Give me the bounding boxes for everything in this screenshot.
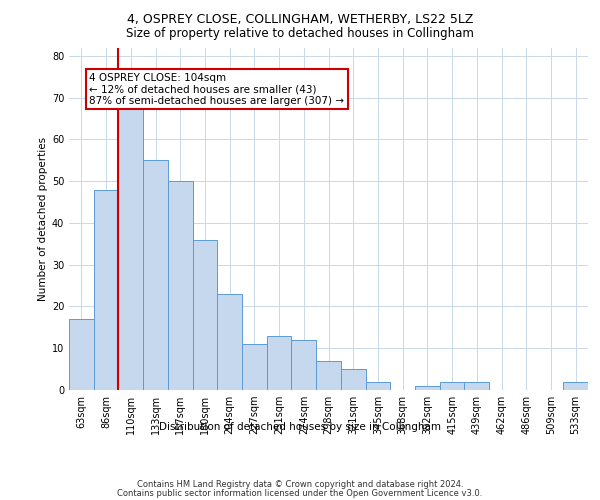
Bar [168, 181, 193, 390]
Text: 4 OSPREY CLOSE: 104sqm
← 12% of detached houses are smaller (43)
87% of semi-det: 4 OSPREY CLOSE: 104sqm ← 12% of detached… [89, 72, 344, 106]
Y-axis label: Number of detached properties: Number of detached properties [38, 136, 47, 301]
Text: Distribution of detached houses by size in Collingham: Distribution of detached houses by size … [159, 422, 441, 432]
Bar [267, 336, 292, 390]
Bar [316, 361, 341, 390]
Bar [341, 369, 365, 390]
Text: Size of property relative to detached houses in Collingham: Size of property relative to detached ho… [126, 28, 474, 40]
Text: Contains public sector information licensed under the Open Government Licence v3: Contains public sector information licen… [118, 488, 482, 498]
Bar [193, 240, 217, 390]
Bar [440, 382, 464, 390]
Bar [217, 294, 242, 390]
Bar [563, 382, 588, 390]
Bar [94, 190, 118, 390]
Bar [143, 160, 168, 390]
Bar [464, 382, 489, 390]
Bar [365, 382, 390, 390]
Bar [292, 340, 316, 390]
Bar [118, 106, 143, 390]
Bar [415, 386, 440, 390]
Bar [69, 319, 94, 390]
Text: 4, OSPREY CLOSE, COLLINGHAM, WETHERBY, LS22 5LZ: 4, OSPREY CLOSE, COLLINGHAM, WETHERBY, L… [127, 12, 473, 26]
Text: Contains HM Land Registry data © Crown copyright and database right 2024.: Contains HM Land Registry data © Crown c… [137, 480, 463, 489]
Bar [242, 344, 267, 390]
